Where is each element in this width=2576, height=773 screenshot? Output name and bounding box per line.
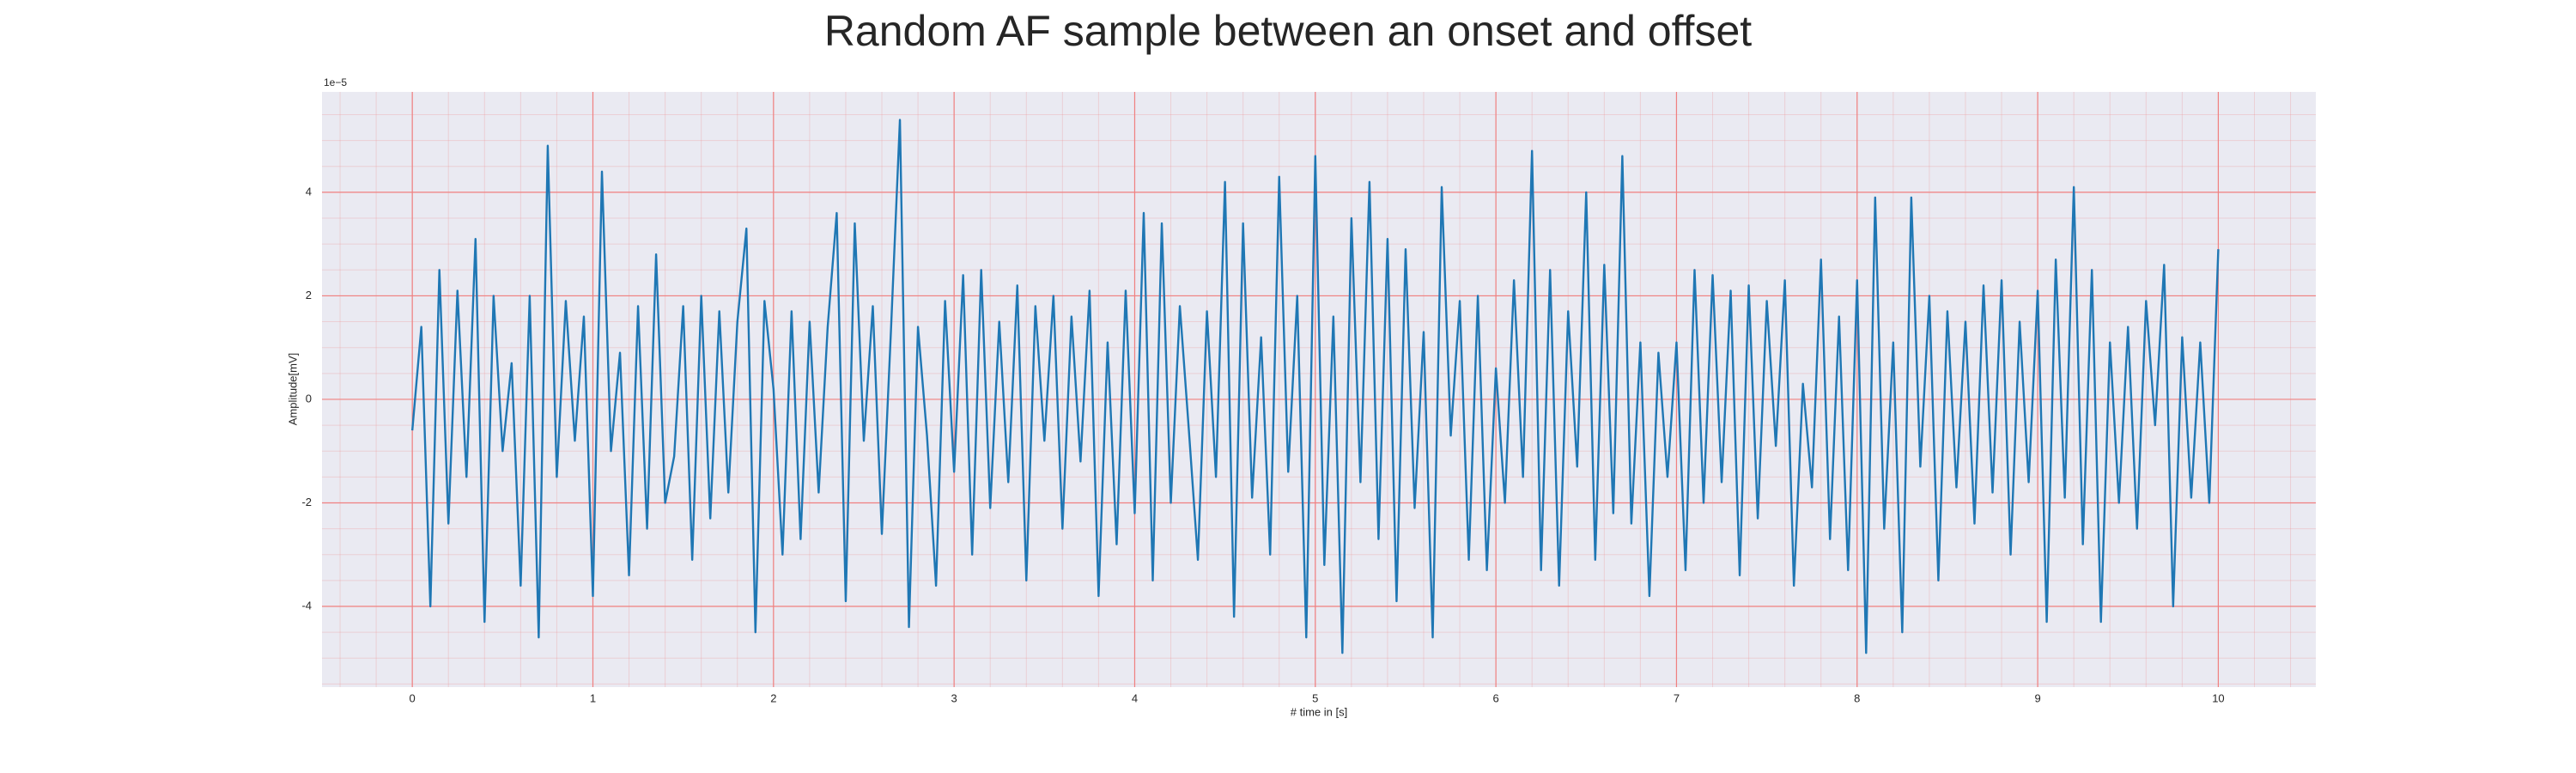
x-tick-label: 5 — [1312, 691, 1318, 704]
x-tick-label: 8 — [1854, 691, 1860, 704]
y-offset-label: 1e−5 — [324, 76, 347, 88]
x-tick-label: 10 — [2212, 691, 2224, 704]
plot-background — [322, 92, 2316, 687]
x-tick-label: 1 — [590, 691, 596, 704]
y-tick-label: -4 — [301, 599, 312, 612]
y-tick-label: 0 — [306, 392, 312, 405]
y-tick-label: 2 — [306, 289, 312, 301]
y-axis-label: Amplitude[mV] — [286, 353, 299, 426]
x-tick-label: 4 — [1132, 691, 1138, 704]
y-tick-label: 4 — [306, 185, 312, 198]
y-tick-label: -2 — [301, 496, 312, 508]
x-tick-label: 2 — [770, 691, 776, 704]
x-axis-label: # time in [s] — [1291, 705, 1347, 718]
x-tick-label: 7 — [1674, 691, 1680, 704]
x-tick-label: 3 — [951, 691, 957, 704]
x-tick-label: 9 — [2034, 691, 2040, 704]
x-tick-label: 6 — [1493, 691, 1499, 704]
signal-line — [410, 119, 2220, 654]
chart-title: Random AF sample between an onset and of… — [824, 7, 1752, 55]
x-tick-label: 0 — [410, 691, 416, 704]
